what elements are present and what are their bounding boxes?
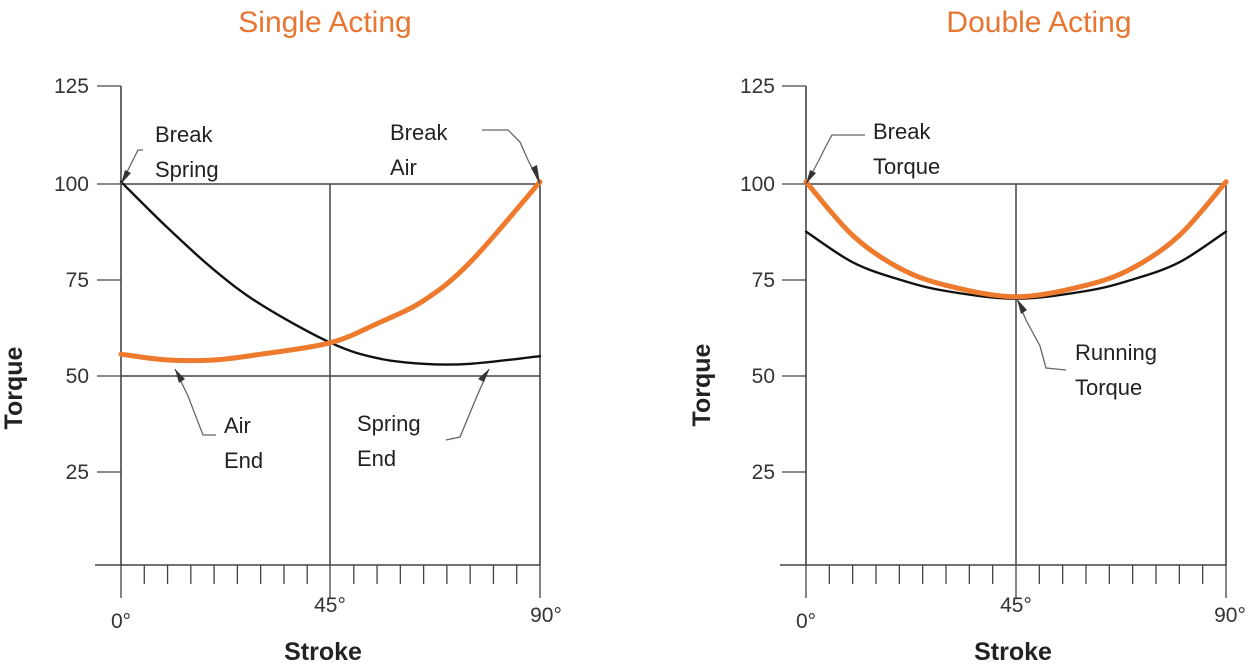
arrowhead xyxy=(1017,299,1027,314)
arrowhead xyxy=(478,369,489,382)
y-tick-label: 25 xyxy=(752,461,775,484)
single-acting-panel: Single Acting 125 100 75 50 25 0 xyxy=(0,6,562,666)
y-tick-label: 75 xyxy=(66,269,89,292)
annotation-running-torque: Running Torque xyxy=(1016,298,1157,400)
y-tick-label: 100 xyxy=(740,173,775,196)
x-axis-title: Stroke xyxy=(974,638,1052,666)
leader-line xyxy=(482,129,541,185)
y-tick-label: 100 xyxy=(54,173,89,196)
double-acting-y-tick-labels: 125 100 75 50 25 xyxy=(740,75,775,484)
annotation-break-air: Break Air xyxy=(390,120,541,185)
annotation-spring-end: Spring End xyxy=(357,368,490,471)
arrowhead xyxy=(121,170,131,184)
y-tick-label: 50 xyxy=(752,365,775,388)
arrowhead xyxy=(806,170,816,184)
annotation-label: End xyxy=(357,446,396,471)
y-tick-label: 75 xyxy=(752,269,775,292)
y-axis-title: Torque xyxy=(688,343,716,426)
leader-line xyxy=(174,368,216,436)
single-acting-curves xyxy=(118,179,543,366)
chart-title-single-acting: Single Acting xyxy=(238,6,411,39)
x-tick-label: 90° xyxy=(530,604,562,627)
x-tick-label: 45° xyxy=(1000,594,1032,617)
annotation-label: End xyxy=(224,448,263,473)
chart-title-double-acting: Double Acting xyxy=(946,6,1131,39)
x-minor-ticks xyxy=(828,565,1204,584)
series-line-2 xyxy=(118,179,543,364)
annotation-label: Spring xyxy=(357,411,421,436)
annotation-label: Air xyxy=(390,155,417,180)
leader-line xyxy=(1016,298,1067,371)
arrowhead xyxy=(175,369,185,383)
x-tick-label: 0° xyxy=(796,610,816,633)
single-acting-x-tick-labels: 0° 45° 90° xyxy=(111,594,562,633)
annotation-label: Running xyxy=(1075,340,1157,365)
annotation-label: Torque xyxy=(873,154,940,179)
leader-line xyxy=(805,134,865,185)
annotation-label: Break xyxy=(155,122,213,147)
annotation-label: Break xyxy=(873,119,931,144)
x-tick-label: 0° xyxy=(111,610,131,633)
annotation-label: Air xyxy=(224,413,251,438)
series-line-2 xyxy=(803,179,1229,300)
double-acting-x-tick-labels: 0° 45° 90° xyxy=(796,594,1246,633)
y-tick-label: 125 xyxy=(54,75,89,98)
x-axis-title: Stroke xyxy=(284,638,362,666)
arrowhead xyxy=(531,165,540,184)
y-tick-label: 25 xyxy=(66,461,89,484)
double-acting-panel: Double Acting 125 100 75 50 25 0° xyxy=(688,6,1246,666)
annotation-air-end: Air End xyxy=(174,368,263,473)
x-tick-label: 45° xyxy=(314,594,346,617)
annotation-break-torque: Break Torque xyxy=(805,119,940,185)
y-axis-title: Torque xyxy=(0,346,28,429)
annotation-break-spring: Break Spring xyxy=(120,122,219,185)
annotation-label: Spring xyxy=(155,157,219,182)
leader-line xyxy=(445,368,490,441)
annotation-label: Break xyxy=(390,120,448,145)
y-tick-label: 50 xyxy=(66,365,89,388)
single-acting-y-tick-labels: 125 100 75 50 25 xyxy=(54,75,89,484)
single-acting-axes xyxy=(95,85,541,598)
double-acting-curves xyxy=(803,179,1229,300)
y-tick-label: 125 xyxy=(740,75,775,98)
x-tick-label: 90° xyxy=(1214,604,1246,627)
annotation-label: Torque xyxy=(1075,375,1142,400)
x-minor-ticks xyxy=(143,565,518,584)
double-acting-axes xyxy=(780,85,1227,598)
